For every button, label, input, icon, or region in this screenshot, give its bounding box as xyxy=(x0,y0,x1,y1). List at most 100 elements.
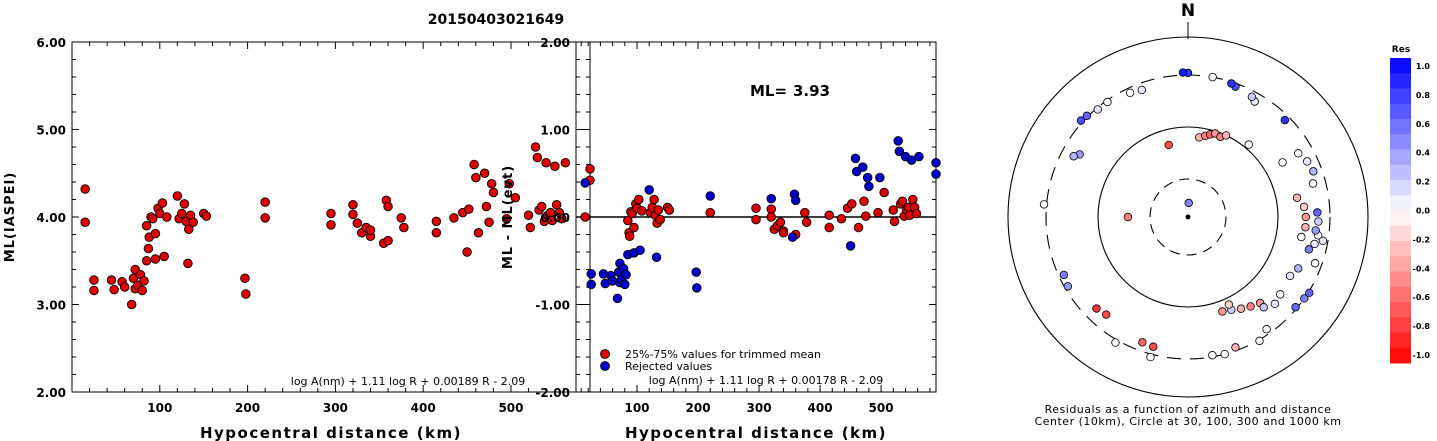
data-point xyxy=(462,247,472,257)
station-marker xyxy=(1291,303,1300,312)
y-tick-label: 6.00 xyxy=(36,36,66,50)
colorbar-tick-label: -0.2 xyxy=(1413,235,1431,244)
data-point xyxy=(634,194,644,205)
caption-line-2: Center (10km), Circle at 30, 100, 300 an… xyxy=(1035,415,1342,428)
data-point xyxy=(875,172,885,183)
ml-annotation-value: 3.93 xyxy=(793,82,830,100)
data-point xyxy=(635,245,645,255)
station-marker xyxy=(1313,208,1322,217)
data-point xyxy=(179,199,190,209)
station-marker xyxy=(1221,131,1231,140)
data-point xyxy=(240,273,250,284)
data-point xyxy=(260,213,270,223)
colorbar-cell xyxy=(1390,180,1411,196)
data-point xyxy=(620,279,630,290)
colorbar-cell xyxy=(1390,195,1411,211)
x-tick-label: 500 xyxy=(869,401,894,415)
station-marker xyxy=(1227,79,1236,88)
station-marker xyxy=(1092,304,1101,313)
data-point xyxy=(766,212,777,222)
station-marker xyxy=(1311,226,1320,235)
station-marker xyxy=(1262,325,1271,334)
data-point xyxy=(260,197,270,207)
y-tick-label: -1.00 xyxy=(535,299,570,313)
data-point xyxy=(621,270,631,280)
colorbar-cell xyxy=(1390,256,1411,272)
data-point xyxy=(157,198,168,208)
x-tick-label: 200 xyxy=(686,401,711,415)
colorbar-tick-label: 0.8 xyxy=(1416,91,1431,100)
data-point xyxy=(751,214,761,225)
x-tick-label: 300 xyxy=(747,401,772,415)
y-tick-label: 1.00 xyxy=(540,124,570,138)
data-point xyxy=(183,258,193,269)
data-point xyxy=(473,227,484,238)
station-marker xyxy=(1301,223,1310,232)
colorbar-cell xyxy=(1390,210,1411,227)
data-point xyxy=(879,187,889,198)
data-point xyxy=(162,212,172,222)
data-point xyxy=(653,205,664,215)
data-point xyxy=(541,157,551,168)
y-tick-label: 3.00 xyxy=(36,299,66,313)
data-point xyxy=(525,222,536,233)
station-marker xyxy=(1101,310,1111,319)
station-marker xyxy=(1304,245,1314,254)
ring-1000km xyxy=(1007,36,1369,398)
data-point xyxy=(383,201,393,212)
colorbar-cell xyxy=(1390,302,1411,318)
data-point xyxy=(931,169,941,179)
caption-line-1: Residuals as a function of azimuth and d… xyxy=(1045,403,1332,416)
colorbar-tick-label: 0.6 xyxy=(1416,120,1431,129)
station-marker xyxy=(1103,97,1112,107)
data-point xyxy=(914,151,924,162)
station-marker xyxy=(1294,264,1303,273)
legend-label-rejected: Rejected values xyxy=(625,360,712,373)
data-point xyxy=(850,153,861,164)
data-point xyxy=(580,178,590,188)
data-point xyxy=(150,254,161,264)
data-point xyxy=(624,231,635,241)
station-marker xyxy=(1244,140,1253,149)
colorbar-cell xyxy=(1390,134,1411,150)
data-point xyxy=(637,206,647,216)
data-point xyxy=(651,252,662,262)
station-marker xyxy=(1149,342,1158,351)
data-point xyxy=(431,216,442,227)
data-point xyxy=(159,251,169,262)
data-point xyxy=(853,222,864,233)
station-marker xyxy=(1082,111,1092,121)
legend-marker-rejected xyxy=(600,361,610,371)
x-tick-label: 300 xyxy=(323,401,348,415)
station-marker xyxy=(1125,88,1135,98)
colorbar-cell xyxy=(1390,164,1411,181)
colorbar: Res 1.0 0.8 0.6 0.4 0.2 0.0 -0.2 -0.4 -0.6 -0.8 -1… xyxy=(1390,45,1430,364)
colorbar-tick-label: 0.4 xyxy=(1416,149,1431,158)
station-marker xyxy=(1314,217,1323,226)
data-point xyxy=(488,187,499,198)
legend-marker-trimmed xyxy=(600,349,610,359)
data-point xyxy=(501,213,512,224)
data-point xyxy=(89,275,99,285)
data-point xyxy=(897,196,908,206)
data-point xyxy=(664,205,675,215)
data-point xyxy=(847,199,857,209)
data-point xyxy=(623,215,633,226)
data-point xyxy=(469,159,479,170)
data-point xyxy=(766,204,777,214)
station-marker xyxy=(1305,288,1314,297)
colorbar-cell xyxy=(1390,225,1411,242)
data-point xyxy=(148,213,158,224)
colorbar-tick-label: -0.8 xyxy=(1413,322,1431,331)
data-point xyxy=(141,256,152,266)
data-point xyxy=(691,267,701,277)
station-marker xyxy=(1069,152,1078,161)
data-point xyxy=(790,195,801,206)
data-point xyxy=(396,213,406,223)
station-marker xyxy=(1059,270,1069,280)
station-marker xyxy=(1076,116,1086,125)
data-point xyxy=(176,208,187,219)
station-marker xyxy=(1111,338,1120,347)
station-marker xyxy=(1178,68,1188,77)
